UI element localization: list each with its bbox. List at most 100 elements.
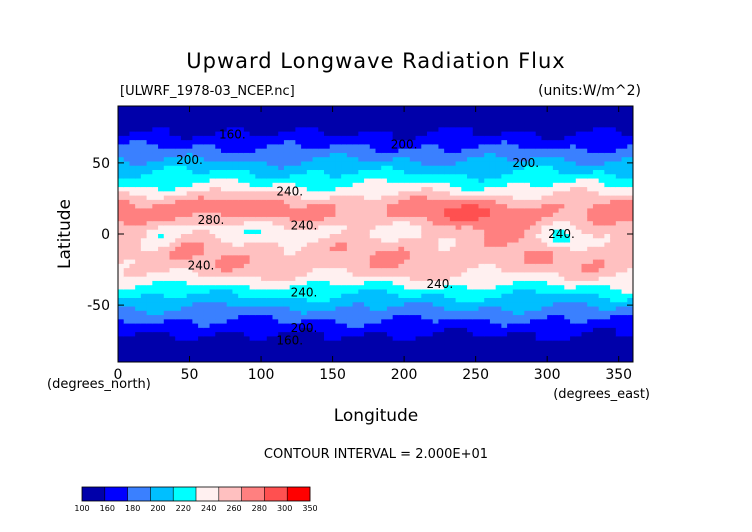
field-cell [369, 251, 377, 256]
field-cell [455, 251, 462, 256]
field-cell [524, 238, 531, 244]
field-cell [524, 144, 531, 150]
field-cell [238, 298, 245, 303]
field-cell [381, 289, 388, 295]
field-cell [432, 323, 440, 329]
field-cell [415, 255, 422, 261]
field-cell [232, 349, 239, 355]
field-cell [186, 251, 193, 256]
field-cell [530, 298, 537, 303]
field-cell [369, 161, 377, 167]
field-cell [135, 118, 142, 124]
field-cell [163, 118, 171, 124]
field-cell [530, 212, 537, 218]
field-cell [375, 114, 382, 120]
field-cell [278, 268, 285, 273]
field-cell [295, 242, 302, 248]
field-cell [364, 229, 371, 235]
field-cell [186, 323, 193, 329]
field-cell [455, 263, 462, 269]
field-cell [518, 306, 525, 312]
field-cell [169, 251, 176, 256]
field-cell [381, 182, 388, 188]
field-cell [346, 323, 354, 329]
field-cell [175, 344, 182, 350]
field-cell [421, 131, 428, 137]
field-cell [238, 131, 245, 137]
field-cell [152, 174, 159, 180]
field-cell [501, 208, 508, 214]
field-cell [535, 298, 543, 303]
field-cell [369, 263, 377, 269]
field-cell [158, 106, 165, 111]
field-cell [306, 208, 314, 214]
field-cell [581, 293, 588, 299]
field-cell [427, 268, 434, 273]
field-cell [512, 255, 520, 261]
field-cell [535, 152, 543, 158]
field-cell [324, 178, 331, 184]
field-cell [283, 246, 291, 252]
field-cell [489, 289, 497, 295]
field-cell [524, 293, 531, 299]
field-cell [507, 344, 514, 350]
field-cell [392, 276, 399, 282]
field-cell [272, 140, 279, 145]
field-cell [427, 251, 434, 256]
field-cell [444, 118, 451, 124]
field-cell [324, 293, 331, 299]
field-cell [238, 195, 245, 201]
field-cell [352, 242, 359, 248]
field-cell [358, 298, 365, 303]
field-cell [501, 242, 508, 248]
field-cell [209, 208, 216, 214]
field-cell [375, 263, 382, 269]
field-cell [123, 118, 131, 124]
field-cell [518, 315, 525, 320]
field-cell [192, 187, 199, 192]
field-cell [592, 131, 600, 137]
field-cell [243, 170, 251, 175]
field-cell [278, 106, 285, 111]
field-cell [375, 127, 382, 133]
field-cell [518, 114, 525, 120]
field-cell [238, 319, 245, 325]
field-cell [409, 148, 417, 154]
field-cell [169, 140, 176, 145]
field-cell [163, 319, 171, 325]
field-cell [283, 349, 291, 355]
field-cell [530, 229, 537, 235]
field-cell [535, 187, 543, 192]
field-cell [180, 110, 188, 116]
field-cell [570, 182, 577, 188]
field-cell [226, 332, 234, 337]
field-cell [530, 263, 537, 269]
field-cell [169, 255, 176, 261]
field-cell [558, 357, 565, 362]
field-cell [558, 251, 565, 256]
field-cell [221, 327, 228, 333]
field-cell [587, 178, 594, 184]
field-cell [432, 216, 440, 222]
field-cell [558, 255, 565, 261]
field-cell [152, 148, 159, 154]
field-cell [438, 212, 445, 218]
field-cell [524, 216, 531, 222]
field-cell [221, 285, 228, 291]
field-cell [306, 272, 314, 278]
field-cell [140, 306, 148, 312]
field-cell [392, 280, 399, 286]
field-cell [489, 306, 497, 312]
field-cell [312, 123, 319, 128]
field-cell [249, 255, 256, 261]
field-cell [501, 118, 508, 124]
field-cell [335, 234, 342, 239]
field-cell [570, 152, 577, 158]
field-cell [238, 263, 245, 269]
field-cell [135, 114, 142, 120]
field-cell [301, 234, 308, 239]
field-cell [295, 165, 302, 171]
field-cell [530, 182, 537, 188]
field-cell [570, 340, 577, 346]
field-cell [461, 191, 468, 197]
